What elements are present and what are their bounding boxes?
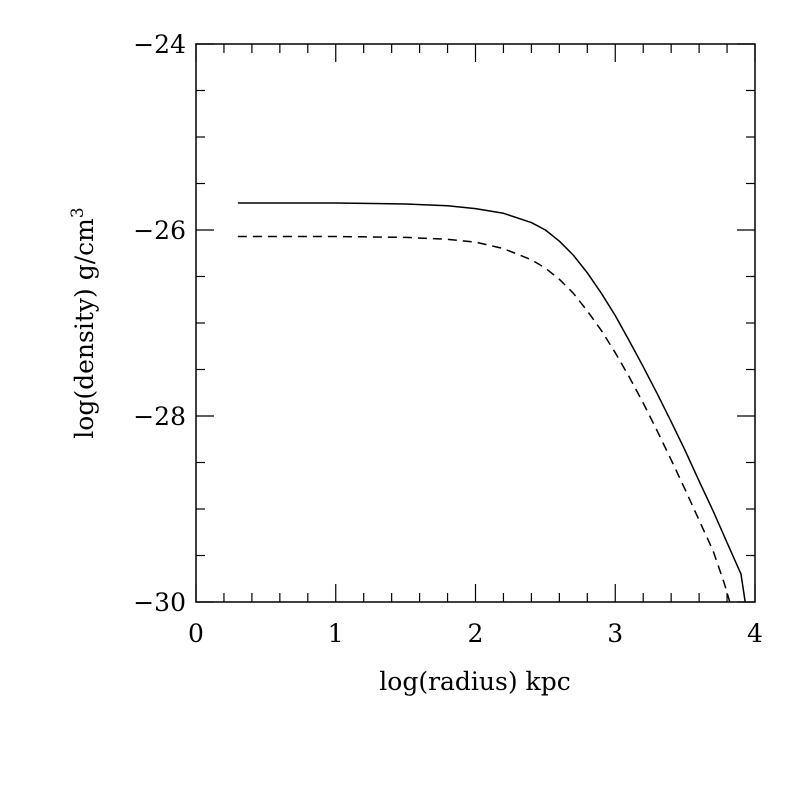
solid-density-line bbox=[237, 202, 746, 603]
x-tick-label: 4 bbox=[747, 619, 763, 648]
x-tick-label: 1 bbox=[328, 619, 344, 648]
tick-labels: 0 1 2 3 4 −30 −28 −26 −24 bbox=[133, 30, 763, 648]
y-axis-label-text: log(density) g/cm bbox=[70, 218, 99, 439]
y-tick-label: −28 bbox=[133, 402, 186, 431]
y-axis-label-exponent: 3 bbox=[68, 207, 88, 218]
y-tick-label: −26 bbox=[133, 216, 186, 245]
plot-frame bbox=[195, 43, 756, 603]
data-series bbox=[237, 202, 746, 603]
dashed-density-line bbox=[237, 235, 731, 603]
axis-ticks bbox=[195, 43, 756, 603]
x-tick-label: 2 bbox=[468, 619, 484, 648]
x-tick-label: 0 bbox=[188, 619, 204, 648]
y-axis-label: log(density) g/cm3 bbox=[68, 207, 99, 438]
y-tick-label: −24 bbox=[133, 30, 186, 59]
x-axis-label: log(radius) kpc bbox=[379, 667, 570, 696]
y-tick-label: −30 bbox=[133, 588, 186, 617]
x-tick-label: 3 bbox=[607, 619, 623, 648]
